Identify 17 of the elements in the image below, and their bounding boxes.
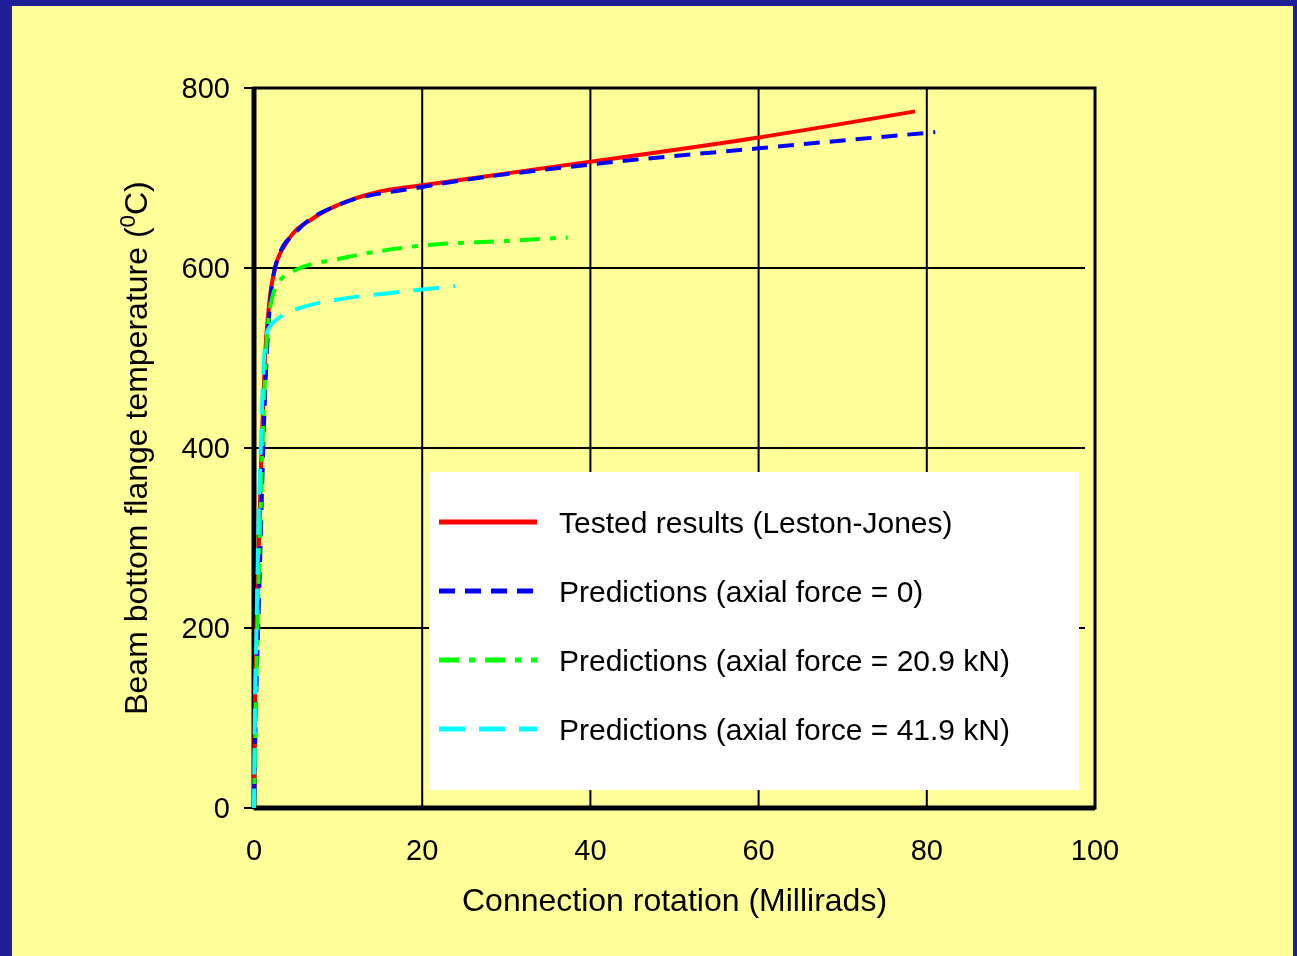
legend-label: Predictions (axial force = 20.9 kN): [559, 644, 1011, 677]
x-tick-label: 40: [574, 834, 607, 866]
legend-label: Predictions (axial force = 0): [559, 575, 924, 608]
x-tick-label: 0: [245, 834, 263, 866]
y-tick-label: 400: [181, 432, 230, 464]
x-tick-label: 60: [742, 834, 775, 866]
y-tick-label: 800: [181, 72, 230, 104]
legend-label: Predictions (axial force = 41.9 kN): [559, 713, 1011, 746]
y-tick-label: 200: [181, 612, 230, 644]
x-tick-label: 100: [1070, 834, 1120, 866]
x-axis-title: Connection rotation (Millirads): [461, 882, 888, 918]
x-tick-label: 80: [910, 834, 943, 866]
y-tick-label: 600: [181, 252, 230, 284]
x-tick-label: 20: [406, 834, 439, 866]
line-series: [252, 284, 457, 810]
y-tick-label: 0: [213, 792, 230, 824]
legend-label: Tested results (Leston-Jones): [559, 506, 953, 539]
